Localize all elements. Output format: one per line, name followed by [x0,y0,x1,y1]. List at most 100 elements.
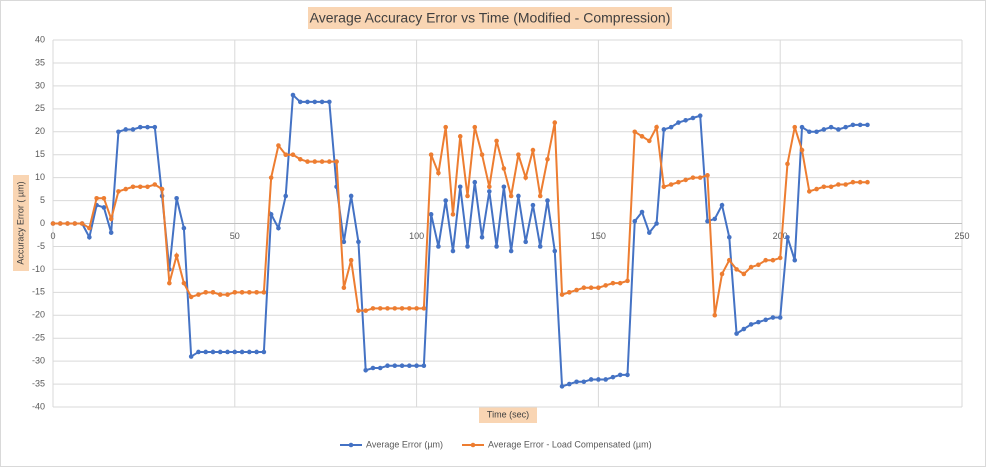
y-label-box [13,175,29,271]
data-point [472,179,478,185]
data-point [145,124,150,130]
data-point [290,152,296,157]
data-point [297,156,303,162]
data-point [487,189,492,194]
data-point [436,170,441,176]
data-point [297,99,303,105]
data-point [276,143,281,148]
data-point [305,99,310,105]
data-point [843,124,848,130]
data-point [217,292,223,297]
data-point [523,175,528,180]
data-point [341,239,347,245]
data-point [712,312,718,318]
data-point [756,319,761,325]
data-point [370,306,376,311]
data-point [465,193,470,199]
x-tick-label: 150 [591,231,606,241]
data-point [254,290,259,295]
data-point [850,179,856,185]
y-tick-label: -35 [32,378,45,388]
data-point [123,127,129,132]
data-point [552,248,558,254]
y-tick-label: 5 [40,195,45,205]
data-point [232,349,238,355]
data-point [508,193,514,199]
data-point [283,193,289,199]
y-tick-label: 15 [35,149,45,159]
data-point [116,189,121,194]
data-point [734,331,739,336]
data-point [537,244,543,249]
data-point [501,166,507,171]
data-point [857,122,863,128]
data-point [734,267,739,272]
y-tick-label: -20 [32,310,45,320]
data-point [785,234,790,240]
data-point [719,202,725,208]
data-point [356,308,361,313]
data-point [261,290,267,295]
y-tick-label: -5 [37,241,45,251]
data-point [319,99,325,105]
data-point [363,368,368,373]
data-point [363,308,368,313]
data-point [792,124,798,130]
y-tick-label: 30 [35,80,45,90]
data-point [232,290,238,295]
data-point [450,212,456,217]
data-point [94,195,99,201]
data-point [523,239,528,245]
x-label-box [479,407,537,423]
data-point [647,138,652,144]
data-point [596,285,601,291]
data-point [65,221,70,226]
data-point [617,372,623,378]
data-point [348,193,354,199]
data-point [843,182,848,187]
data-point [828,184,834,190]
data-point [443,124,448,130]
data-point [327,99,332,105]
data-point [399,306,405,311]
data-point [719,271,725,277]
data-point [726,257,732,263]
data-point [385,306,390,311]
data-point [370,365,376,371]
data-point [516,152,521,157]
data-point [501,184,507,190]
data-point [785,161,790,167]
data-point [145,184,150,190]
data-point [159,186,165,192]
x-tick-label: 200 [773,231,788,241]
data-point [487,184,492,190]
data-point [407,306,412,311]
data-point [283,152,289,157]
data-point [290,92,296,98]
data-point [479,152,485,157]
data-point [312,159,318,164]
y-tick-label: -25 [32,333,45,343]
data-point [261,349,267,355]
data-point [377,306,383,311]
data-point [668,124,674,130]
x-axis-label: Time (sec) [487,409,529,419]
data-point [763,257,768,263]
data-point [559,292,565,297]
legend-marker [470,442,476,448]
data-point [385,363,390,369]
data-point [552,120,558,125]
data-point [661,184,667,190]
data-point [603,377,608,382]
data-point [647,230,652,235]
data-point [239,349,245,355]
data-point [101,205,107,210]
data-point [123,186,129,192]
data-point [683,117,688,123]
data-point [443,198,448,203]
data-point [756,262,761,268]
data-point [188,294,194,300]
data-point [254,349,259,355]
y-tick-label: 20 [35,126,45,136]
